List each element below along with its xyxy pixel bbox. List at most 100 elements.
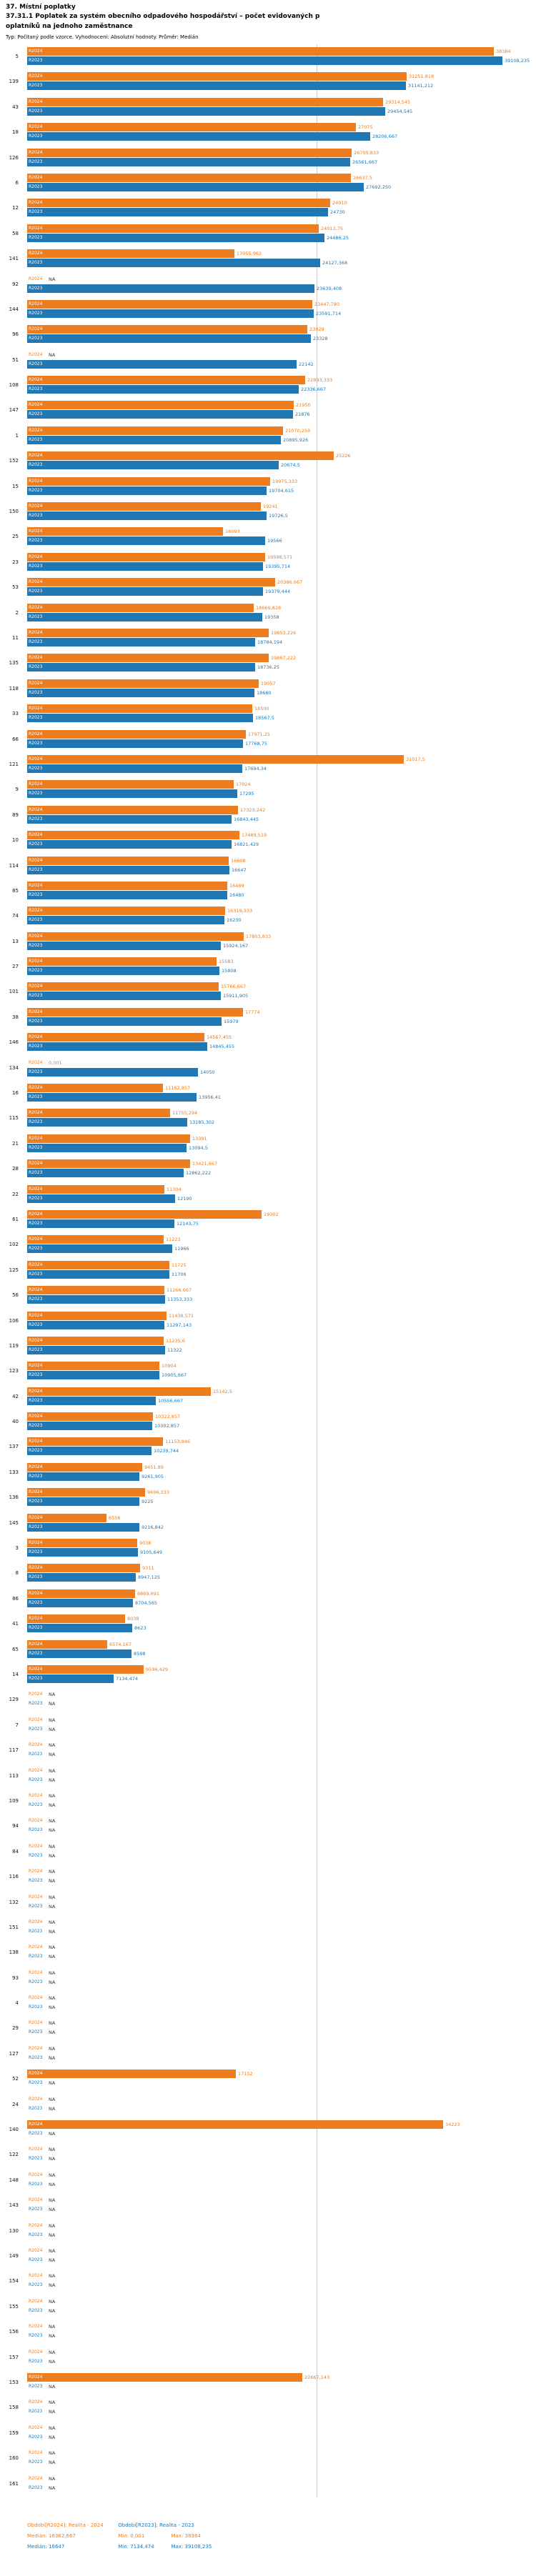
r2023-series-label: R2023 — [29, 664, 43, 670]
r2024-bar-line: R2024 NA — [27, 1817, 536, 1825]
r2023-series-label: R2023 — [29, 2434, 43, 2440]
na-value-label: NA — [49, 1894, 56, 1900]
bar-group: 3 R2024 9038 R2023 9105,649 — [0, 1536, 536, 1561]
r2024-series-label: R2024 — [29, 402, 43, 408]
r2023-series-label: R2023 — [29, 816, 43, 822]
r2024-bar-line: R2024 23029 — [27, 325, 536, 334]
r2023-series-label: R2023 — [29, 2055, 43, 2060]
bar-value-label: 18680 — [257, 689, 272, 696]
r2024-series-label: R2024 — [29, 1970, 43, 1975]
bar-group: 141 R2024 17055,962 R2023 24127,368 — [0, 246, 536, 271]
row-id-label: 143 — [9, 2202, 19, 2209]
r2024-series-label: R2024 — [29, 149, 43, 155]
r2024-bar-line: R2024 19853,226 — [27, 628, 536, 637]
r2024-bar-line: R2024 19057 — [27, 679, 536, 688]
r2023-bar: R2023 — [27, 561, 263, 571]
na-value-label: NA — [49, 2105, 56, 2112]
bar-group: 28 R2024 13421,667 R2023 12862,222 — [0, 1157, 536, 1182]
r2023-bar: R2023 — [27, 1219, 174, 1228]
r2023-series-label: R2023 — [29, 184, 43, 189]
bar-group: 41 R2024 8038 R2023 8623 — [0, 1612, 536, 1637]
r2024-bar-line: R2024 NA — [27, 2045, 536, 2053]
r2024-bar-line: R2024 29314,545 — [27, 97, 536, 106]
row-id-label: 18 — [12, 129, 19, 136]
bar-group: 27 R2024 15583 R2023 15808 — [0, 954, 536, 979]
r2024-bar-line: R2024 21950 — [27, 401, 536, 410]
r2024-bar: R2024 — [27, 299, 312, 309]
r2023-bar: R2023 — [27, 1118, 187, 1127]
bar-value-label: 11725 — [172, 1262, 187, 1268]
r2024-series-label: R2024 — [29, 2273, 43, 2279]
r2023-series-label: R2023 — [29, 614, 43, 619]
bar-value-label: 23639,408 — [317, 285, 342, 291]
na-value-label: NA — [49, 1928, 56, 1935]
r2023-bar: R2023 — [27, 536, 265, 546]
r2023-bar-line: R2023 NA — [27, 2054, 536, 2062]
bar-value-label: 8598 — [134, 1650, 146, 1657]
r2023-series-label: R2023 — [29, 1827, 43, 1833]
r2024-series-label: R2024 — [29, 1869, 43, 1874]
r2024-series-label: R2024 — [29, 478, 43, 484]
r2024-bar-line: R2024 22667,143 — [27, 2372, 536, 2382]
r2023-series-label: R2023 — [29, 2409, 43, 2415]
r2024-series-label: R2024 — [29, 1237, 43, 1242]
row-id-label: 141 — [9, 256, 19, 262]
na-value-label: NA — [49, 2349, 56, 2355]
r2024-series-label: R2024 — [29, 174, 43, 180]
row-id-label: 25 — [12, 534, 19, 540]
r2024-series-label: R2024 — [29, 2298, 43, 2304]
r2024-bar-line: R2024 14567,455 — [27, 1033, 536, 1042]
bar-value-label: 8869,691 — [137, 1590, 160, 1597]
bar-group: 10 R2024 17489,519 R2023 16821,429 — [0, 828, 536, 853]
row-id-label: 160 — [9, 2455, 19, 2462]
r2024-bar: R2024 — [27, 1184, 164, 1194]
bar-group: 158 R2024 NA R2023 NA — [0, 2395, 536, 2420]
row-id-label: 151 — [9, 1924, 19, 1930]
r2023-bar: R2023 — [27, 688, 254, 697]
r2024-series-label: R2024 — [29, 629, 43, 635]
r2024-bar-line: R2024 17024 — [27, 780, 536, 789]
r2024-bar: R2024 — [27, 805, 238, 814]
legend-r2024-title: Období[R2024]: Realita - 2024 — [27, 2522, 104, 2528]
r2024-series-label: R2024 — [29, 1312, 43, 1318]
r2023-bar-line: R2023 NA — [27, 2256, 536, 2265]
bar-value-label: 19975,333 — [272, 478, 298, 484]
row-id-label: 52 — [12, 2076, 19, 2082]
r2024-bar-line: R2024 NA — [27, 2348, 536, 2357]
r2023-bar: R2023 — [27, 1472, 139, 1481]
r2024-bar: R2024 — [27, 603, 254, 612]
r2024-series-label: R2024 — [29, 326, 43, 332]
r2023-series-label: R2023 — [29, 134, 43, 139]
bar-group: 14 R2024 9596,429 R2023 7134,474 — [0, 1662, 536, 1687]
r2023-series-label: R2023 — [29, 513, 43, 519]
r2024-bar-line: R2024 11725 — [27, 1260, 536, 1269]
row-id-label: 155 — [9, 2303, 19, 2310]
r2023-series-label: R2023 — [29, 563, 43, 569]
r2024-series-label: R2024 — [29, 276, 43, 281]
row-id-label: 106 — [9, 1317, 19, 1324]
r2023-bar: R2023 — [27, 435, 281, 444]
bar-value-label: 16489 — [229, 882, 244, 889]
r2023-bar-line: R2023 9105,649 — [27, 1548, 536, 1557]
r2024-series-label: R2024 — [29, 1211, 43, 1217]
r2024-series-label: R2024 — [29, 908, 43, 914]
row-id-label: 15 — [12, 483, 19, 489]
r2023-series-label: R2023 — [29, 436, 43, 442]
r2023-bar-line: R2023 NA — [27, 1877, 536, 1885]
row-id-label: 117 — [9, 1747, 19, 1754]
r2023-series-label: R2023 — [29, 1271, 43, 1277]
r2024-bar-line: R2024 NA — [27, 2095, 536, 2104]
bar-value-label: 22667,143 — [304, 2374, 330, 2380]
r2024-bar: R2024 — [27, 1209, 262, 1219]
bar-group: 116 R2024 NA R2023 NA — [0, 1864, 536, 1889]
r2024-bar-line: R2024 NA — [27, 2322, 536, 2331]
r2023-series-label: R2023 — [29, 715, 43, 721]
bar-value-label: 23029 — [309, 326, 324, 333]
row-id-label: 65 — [12, 1646, 19, 1652]
r2023-series-label: R2023 — [29, 2282, 43, 2288]
r2023-series-label: R2023 — [29, 2005, 43, 2010]
r2023-bar-line: R2023 14845,455 — [27, 1042, 536, 1052]
bar-value-label: 15979 — [224, 1018, 239, 1024]
r2024-bar: R2024 — [27, 957, 217, 967]
r2024-series-label: R2024 — [29, 984, 43, 989]
